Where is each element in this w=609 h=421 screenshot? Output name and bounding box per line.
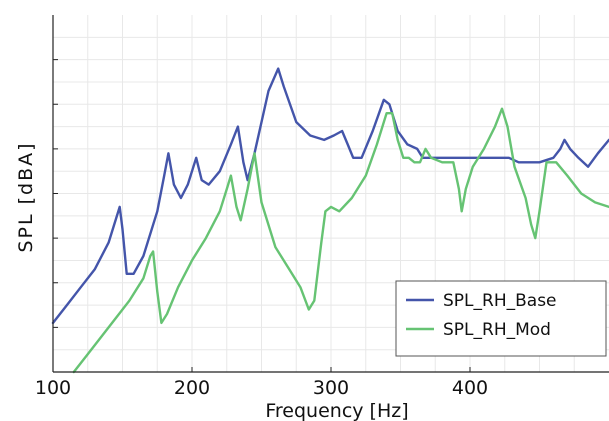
x-tick-label: 300	[313, 377, 349, 399]
legend: SPL_RH_Base SPL_RH_Mod	[395, 280, 607, 357]
series-line-spl-rh-base	[51, 67, 609, 325]
legend-label-base: SPL_RH_Base	[443, 291, 557, 311]
series-layer	[51, 67, 609, 374]
x-tick-label: 100	[35, 377, 71, 399]
x-tick-label: 400	[452, 377, 488, 399]
x-axis-title: Frequency [Hz]	[265, 400, 408, 421]
axes: 100 200 300 400	[35, 15, 609, 399]
legend-label-mod: SPL_RH_Mod	[443, 320, 551, 340]
legend-box	[395, 280, 607, 357]
x-tick-label: 200	[174, 377, 210, 399]
y-axis-title: SPL [dBA]	[15, 141, 37, 252]
series-line-spl-rh-mod	[72, 107, 609, 374]
